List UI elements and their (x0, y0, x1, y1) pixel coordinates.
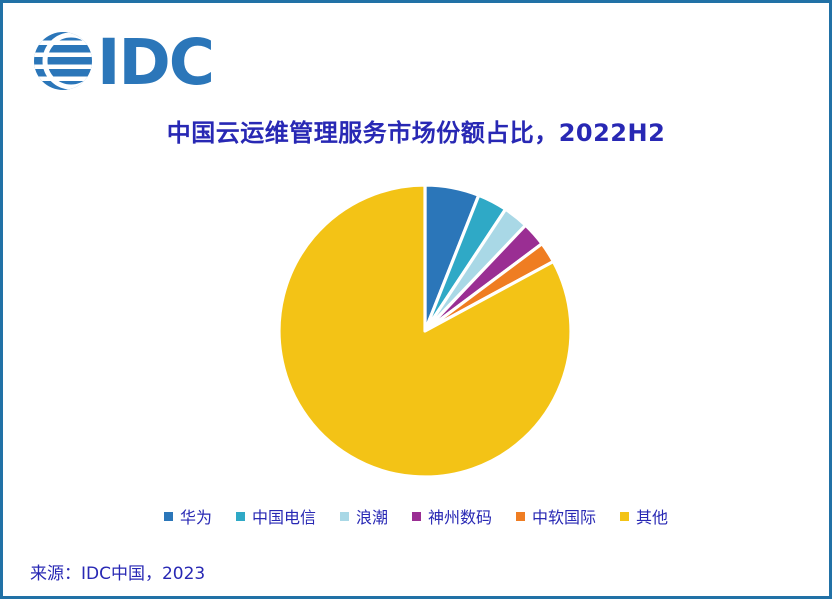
idc-logo-graphic: IDC (34, 26, 215, 99)
idc-logo: IDC (33, 26, 233, 99)
pie-chart-svg (277, 183, 573, 479)
legend-item-浪潮: 浪潮 (339, 504, 388, 528)
legend-swatch-icon (235, 511, 245, 521)
legend-swatch-icon (339, 511, 349, 521)
legend-label: 神州数码 (428, 508, 493, 527)
legend-label: 浪潮 (355, 508, 388, 527)
legend-item-中软国际: 中软国际 (516, 504, 596, 528)
legend-label: 华为 (179, 508, 212, 527)
legend-item-华为: 华为 (163, 504, 212, 528)
pie-chart (272, 178, 578, 484)
legend-label: 其他 (636, 508, 669, 527)
source-note: 来源：IDC中国，2023 (30, 564, 206, 584)
chart-title: 中国云运维管理服务市场份额占比，2022H2 (166, 119, 666, 147)
legend-item-神州数码: 神州数码 (412, 504, 492, 528)
legend-swatch-icon (163, 511, 173, 521)
idc-logo-text: IDC (97, 27, 213, 95)
legend-item-其他: 其他 (620, 504, 668, 528)
legend-swatch-icon (620, 511, 630, 521)
legend-swatch-icon (412, 511, 421, 521)
legend-swatch-icon (516, 511, 526, 521)
legend-label: 中软国际 (532, 508, 597, 527)
pie-slice-其他 (277, 183, 573, 479)
legend-item-中国电信: 中国电信 (235, 504, 316, 528)
chart-legend: 华为 中国电信 浪潮 神州数码 中软国际 其他 (3, 504, 829, 528)
idc-globe-icon (34, 32, 92, 90)
legend-label: 中国电信 (251, 508, 316, 527)
